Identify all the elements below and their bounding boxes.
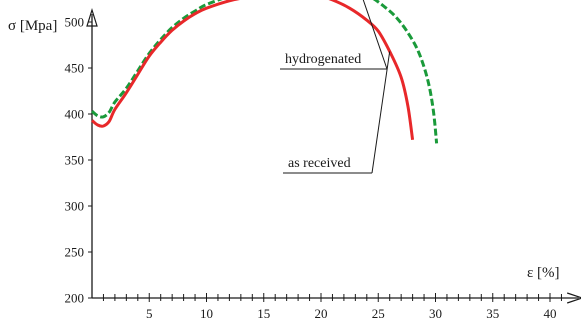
y-tick-label: 500 <box>65 15 85 30</box>
x-tick-label: 30 <box>429 306 442 321</box>
y-tick-label: 200 <box>65 291 85 306</box>
y-tick-label: 400 <box>65 107 85 122</box>
annotation-label-as-received: as received <box>288 156 351 171</box>
axes <box>86 7 581 304</box>
x-axis-arrow <box>566 292 581 304</box>
x-tick-label: 40 <box>544 306 557 321</box>
series-lines <box>91 0 439 144</box>
y-axis-label: σ [Mpa] <box>8 18 57 34</box>
x-tick-label: 25 <box>372 306 385 321</box>
y-tick-label: 250 <box>65 245 85 260</box>
x-tick-label: 5 <box>146 306 153 321</box>
annotation-label-hydrogenated: hydrogenated <box>285 52 361 67</box>
x-tick-label: 35 <box>486 306 499 321</box>
annotation-leader-line <box>362 0 388 70</box>
x-tick-label: 10 <box>200 306 213 321</box>
y-tick-label: 300 <box>65 199 85 214</box>
tick-marks <box>88 21 562 302</box>
series-line-hydrogenated <box>91 0 439 144</box>
y-tick-label: 350 <box>65 153 85 168</box>
annotation-leader-line <box>371 51 391 174</box>
x-tick-label: 20 <box>315 306 328 321</box>
y-tick-label: 450 <box>65 61 85 76</box>
x-tick-label: 15 <box>257 306 270 321</box>
x-axis-label: ε [%] <box>527 265 560 281</box>
y-axis-arrow <box>86 7 98 27</box>
tick-labels: 2002503003504004505005506005101520253035… <box>65 15 557 322</box>
series-line-as-received <box>91 0 415 141</box>
annotations: hydrogenated as received <box>280 0 391 174</box>
